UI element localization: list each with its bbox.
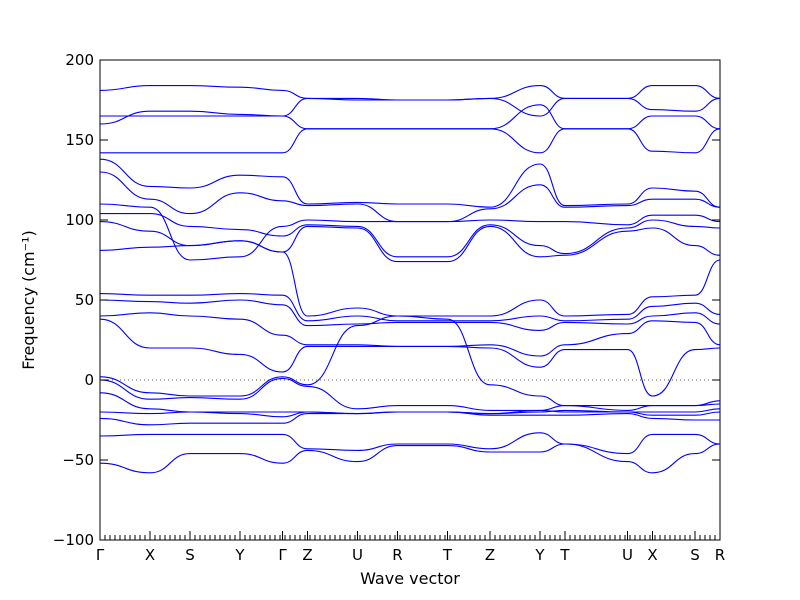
x-kpoint-label: U <box>622 546 633 564</box>
phonon-band-line <box>99 318 721 397</box>
x-kpoint-label: X <box>647 546 657 564</box>
phonon-band-line <box>99 240 721 317</box>
phonon-band-line <box>99 315 721 407</box>
phonon-band-line <box>99 158 721 208</box>
x-kpoint-label: S <box>690 546 700 564</box>
phonon-band-line <box>99 299 721 331</box>
phonon-bands <box>99 85 721 474</box>
phonon-band-line <box>99 432 721 455</box>
y-tick-label: −50 <box>62 451 94 469</box>
x-kpoint-label: U <box>352 546 363 564</box>
phonon-band-line <box>99 411 720 426</box>
y-tick-label: 50 <box>75 291 94 309</box>
x-kpoint-label: Z <box>302 546 312 564</box>
phonon-band-line <box>99 443 721 474</box>
x-kpoint-label: Z <box>485 546 495 564</box>
x-kpoint-label: Y <box>234 546 245 564</box>
y-tick-label: −100 <box>53 531 94 549</box>
x-kpoint-label: Γ <box>278 546 287 564</box>
y-axis-ticks: −100 −50 0 50 100 150 200 <box>53 51 720 549</box>
x-kpoint-label: R <box>715 546 725 564</box>
x-kpoint-label: S <box>185 546 195 564</box>
phonon-band-line <box>99 293 721 322</box>
y-tick-label: 200 <box>65 51 94 69</box>
y-tick-label: 100 <box>65 211 94 229</box>
y-tick-label: 0 <box>84 371 94 389</box>
phonon-band-line <box>100 104 721 154</box>
x-kpoint-label: X <box>145 546 155 564</box>
x-kpoint-label: T <box>559 546 570 564</box>
x-kpoint-label: T <box>442 546 453 564</box>
phonon-band-line <box>99 377 721 411</box>
y-axis-label: Frequency (cm⁻¹) <box>19 230 38 369</box>
phonon-band-line <box>100 213 721 258</box>
y-tick-label: 150 <box>65 131 94 149</box>
x-kpoint-label: Γ <box>96 546 105 564</box>
phonon-band-line <box>99 85 721 117</box>
x-kpoint-label: Y <box>534 546 545 564</box>
x-axis-label: Wave vector <box>360 569 460 588</box>
x-kpoint-label: R <box>392 546 402 564</box>
phonon-band-line <box>99 203 721 261</box>
